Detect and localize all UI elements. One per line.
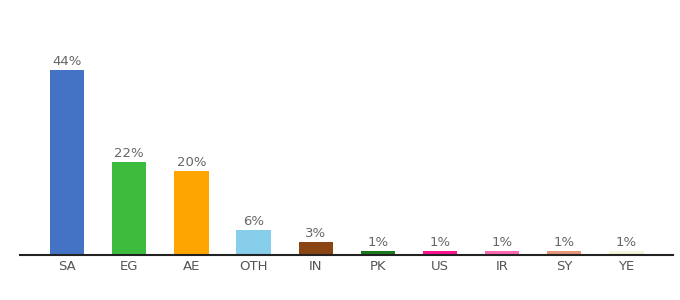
Bar bbox=[609, 251, 643, 255]
Text: 1%: 1% bbox=[430, 236, 451, 249]
Bar bbox=[237, 230, 271, 255]
Bar bbox=[485, 251, 520, 255]
Bar bbox=[112, 162, 146, 255]
Text: 1%: 1% bbox=[554, 236, 575, 249]
Text: 20%: 20% bbox=[177, 156, 206, 169]
Bar bbox=[547, 251, 581, 255]
Text: 44%: 44% bbox=[52, 55, 82, 68]
Bar bbox=[174, 171, 209, 255]
Bar bbox=[50, 70, 84, 255]
Text: 3%: 3% bbox=[305, 227, 326, 240]
Bar bbox=[299, 242, 333, 255]
Bar bbox=[361, 251, 395, 255]
Text: 22%: 22% bbox=[114, 147, 144, 160]
Text: 1%: 1% bbox=[492, 236, 513, 249]
Text: 1%: 1% bbox=[367, 236, 388, 249]
Text: 6%: 6% bbox=[243, 214, 264, 228]
Bar bbox=[423, 251, 457, 255]
Text: 1%: 1% bbox=[616, 236, 637, 249]
